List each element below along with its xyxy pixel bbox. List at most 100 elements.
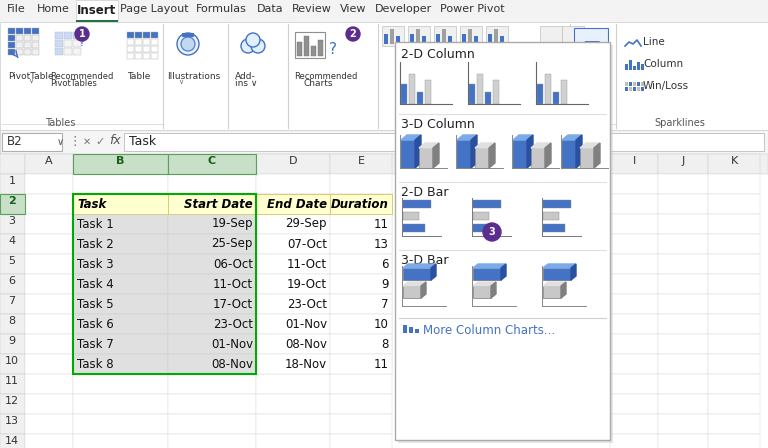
Bar xyxy=(256,294,330,314)
Polygon shape xyxy=(562,135,582,140)
Bar xyxy=(330,274,392,294)
Text: I: I xyxy=(632,156,636,166)
Bar xyxy=(24,35,31,41)
Bar xyxy=(477,74,483,104)
Bar xyxy=(708,294,760,314)
Text: 3: 3 xyxy=(488,227,495,237)
Bar xyxy=(330,434,392,448)
Polygon shape xyxy=(473,282,496,286)
Bar xyxy=(25,414,73,434)
Bar xyxy=(330,314,392,334)
Text: Duration: Duration xyxy=(331,198,389,211)
Bar xyxy=(629,87,632,91)
Bar xyxy=(73,294,168,314)
Bar xyxy=(543,286,561,298)
Text: J: J xyxy=(681,156,684,166)
Bar xyxy=(73,194,168,214)
Circle shape xyxy=(241,39,255,53)
Bar xyxy=(16,42,23,48)
Bar xyxy=(641,64,644,70)
Bar xyxy=(73,354,168,374)
Bar xyxy=(318,40,323,56)
Bar xyxy=(403,286,421,298)
Bar xyxy=(25,174,73,194)
Bar xyxy=(0,314,25,334)
Bar xyxy=(168,274,256,294)
Bar xyxy=(0,234,25,254)
Bar xyxy=(610,314,658,334)
Text: Illustrations: Illustrations xyxy=(167,72,220,81)
Bar xyxy=(403,224,425,232)
Bar xyxy=(55,40,63,47)
Bar xyxy=(708,274,760,294)
Bar xyxy=(401,84,407,104)
Bar xyxy=(610,254,658,274)
Text: ?: ? xyxy=(329,42,337,57)
Bar xyxy=(73,414,168,434)
Bar xyxy=(73,354,168,374)
Text: 7: 7 xyxy=(382,297,389,310)
Bar xyxy=(256,254,330,274)
Bar xyxy=(0,154,768,448)
Bar xyxy=(168,334,256,354)
Bar xyxy=(256,334,330,354)
Text: ○: ○ xyxy=(505,43,527,67)
Text: PivotTables: PivotTables xyxy=(50,79,97,88)
Polygon shape xyxy=(473,264,506,268)
Bar xyxy=(460,26,482,46)
Bar xyxy=(658,394,708,414)
Text: D: D xyxy=(289,156,297,166)
Text: 08-Nov: 08-Nov xyxy=(285,337,327,350)
Bar xyxy=(330,254,392,274)
Text: Task 8: Task 8 xyxy=(77,358,114,370)
Bar xyxy=(543,268,571,280)
Bar xyxy=(143,53,150,59)
Bar xyxy=(540,26,562,46)
Bar xyxy=(417,92,423,104)
Bar xyxy=(256,314,330,334)
Bar xyxy=(256,254,330,274)
Bar xyxy=(0,414,25,434)
Bar xyxy=(168,194,256,214)
Polygon shape xyxy=(576,135,582,168)
Bar xyxy=(297,42,302,56)
Bar xyxy=(610,414,658,434)
Bar xyxy=(16,35,23,41)
Bar xyxy=(256,334,330,354)
Text: Task: Task xyxy=(129,135,156,148)
Bar xyxy=(143,39,150,45)
Bar xyxy=(473,200,501,208)
Bar xyxy=(395,42,610,440)
Bar xyxy=(415,329,419,333)
Text: 3D: 3D xyxy=(572,72,586,82)
Polygon shape xyxy=(543,264,576,268)
Text: 3-D Column: 3-D Column xyxy=(401,118,475,131)
Bar xyxy=(488,34,492,44)
Bar xyxy=(0,194,25,214)
Bar xyxy=(610,434,658,448)
Text: ✕: ✕ xyxy=(83,137,91,147)
Text: 12: 12 xyxy=(5,396,19,406)
Text: Insert: Insert xyxy=(76,4,116,17)
Bar xyxy=(708,194,760,214)
Bar xyxy=(658,194,708,214)
Bar xyxy=(168,234,256,254)
Bar xyxy=(330,274,392,294)
Polygon shape xyxy=(457,135,477,140)
Bar xyxy=(168,334,256,354)
Text: View: View xyxy=(339,4,366,14)
Bar xyxy=(73,394,168,414)
Bar xyxy=(330,194,392,214)
Circle shape xyxy=(346,27,360,41)
Bar xyxy=(256,234,330,254)
Polygon shape xyxy=(580,143,600,148)
Bar xyxy=(73,214,168,234)
Bar xyxy=(168,254,256,274)
Bar xyxy=(32,28,39,34)
Bar xyxy=(485,92,491,104)
Text: Map ∨: Map ∨ xyxy=(569,79,598,88)
Text: 29-Sep: 29-Sep xyxy=(286,217,327,231)
Bar xyxy=(330,194,392,214)
Bar xyxy=(658,294,708,314)
Bar xyxy=(25,394,73,414)
